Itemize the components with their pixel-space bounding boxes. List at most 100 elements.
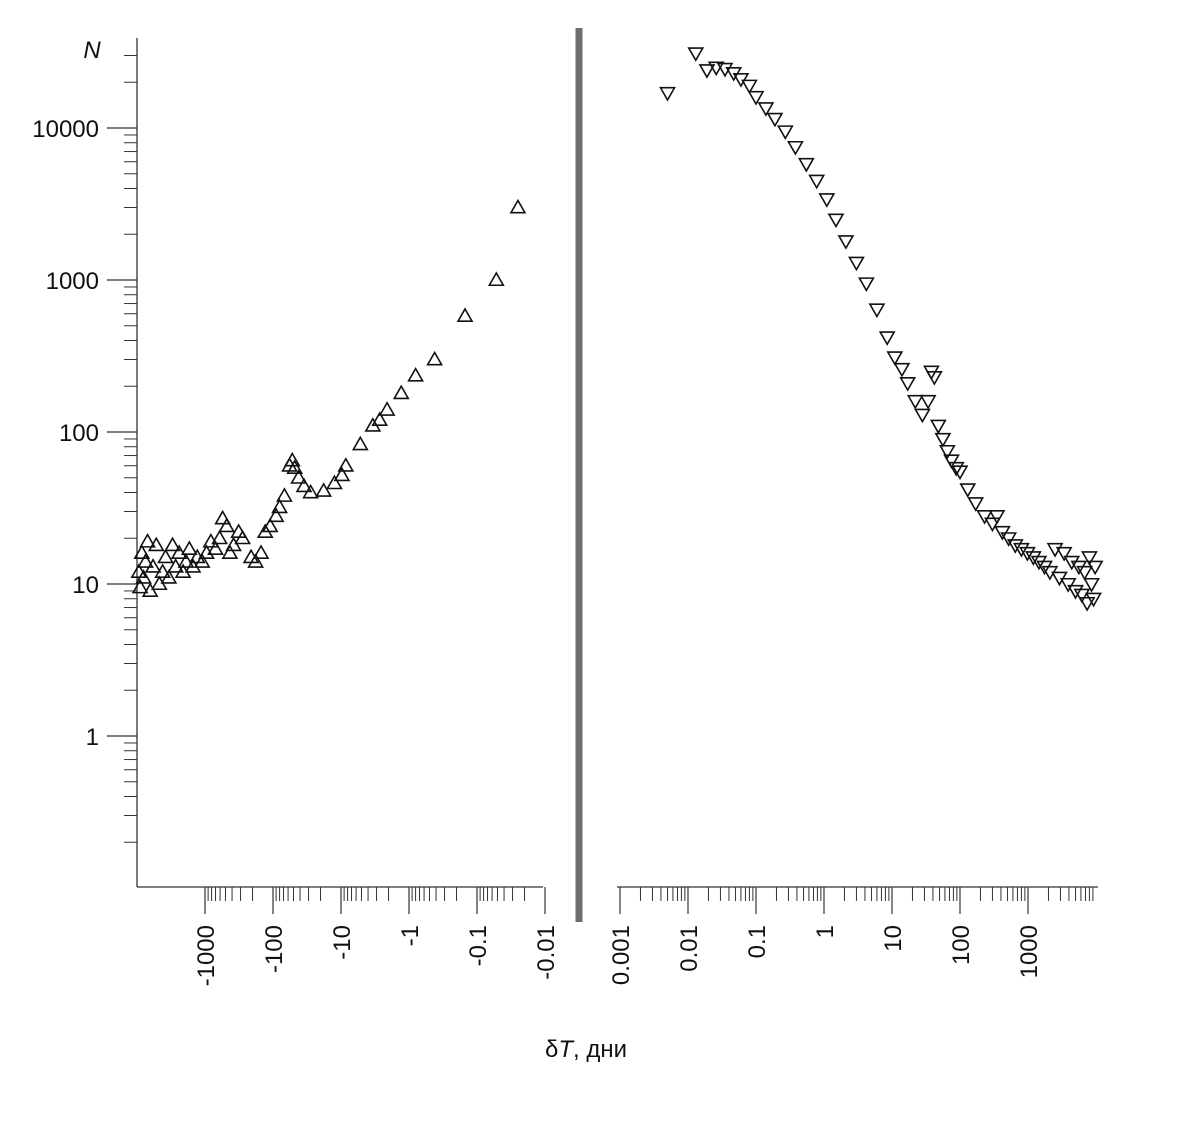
data-point-before: [188, 548, 206, 564]
data-point-after: [698, 64, 716, 79]
x-tick-label-left: -0.01: [533, 925, 560, 980]
data-point-after: [1081, 551, 1098, 566]
data-point-after: [1059, 577, 1077, 593]
data-point-before: [225, 536, 242, 552]
data-point-after: [787, 140, 804, 156]
data-point-after: [959, 483, 977, 498]
x-tick-label-right: 10: [880, 925, 907, 952]
data-point-before: [130, 563, 148, 579]
y-tick-label: 1: [86, 724, 99, 751]
y-tick-label: 100: [59, 420, 99, 447]
data-point-after: [687, 47, 705, 62]
data-point-before: [364, 417, 382, 432]
data-point-after: [906, 394, 924, 410]
data-point-before: [193, 553, 211, 568]
data-point-after: [707, 61, 725, 77]
data-point-after: [1085, 592, 1102, 608]
data-point-before: [180, 540, 198, 556]
data-point-before: [174, 563, 192, 579]
data-point-after: [886, 351, 904, 366]
x-axis-title-unit: , дни: [573, 1036, 627, 1063]
data-point-before: [295, 477, 313, 493]
data-point-before: [131, 578, 149, 594]
data-point-after: [797, 157, 815, 173]
data-point-after: [1055, 546, 1073, 562]
x-tick-label-left: -10: [329, 925, 356, 960]
data-point-after: [1067, 584, 1084, 600]
data-point-before: [198, 544, 215, 560]
data-point-before: [164, 536, 181, 552]
x-tick-label-left: -100: [261, 925, 288, 973]
y-axis-title: N: [83, 37, 101, 64]
data-point-after: [899, 376, 917, 392]
data-point-before: [252, 544, 270, 560]
data-point-after: [976, 509, 993, 525]
data-point-before: [221, 544, 239, 560]
data-point-before: [315, 482, 333, 497]
data-point-before: [247, 553, 265, 568]
data-point-before: [371, 411, 389, 427]
data-point-before: [407, 366, 424, 382]
data-point-after: [808, 174, 826, 190]
data-point-before: [378, 401, 396, 416]
data-point-before: [137, 553, 154, 568]
data-point-before: [271, 498, 288, 514]
x-tick-label-right: 100: [948, 925, 975, 965]
data-point-after: [914, 408, 931, 424]
data-point-before: [281, 457, 298, 472]
data-point-after: [1025, 551, 1042, 566]
data-point-after: [868, 303, 886, 319]
data-point-before: [509, 198, 527, 214]
data-point-after: [1086, 560, 1104, 576]
data-point-after: [943, 454, 960, 470]
data-point-after: [967, 497, 985, 512]
data-point-before: [261, 517, 279, 533]
data-point-before: [333, 466, 351, 482]
data-point-before: [214, 509, 232, 525]
data-point-after: [858, 277, 875, 292]
data-point-before: [242, 548, 260, 564]
x-axis-title-variable: T: [558, 1036, 575, 1063]
data-point-after: [1073, 588, 1091, 604]
data-marks: [130, 47, 1104, 612]
data-point-before: [133, 544, 151, 560]
data-point-before: [150, 575, 168, 591]
data-point-after: [1078, 596, 1096, 612]
data-point-after: [776, 125, 794, 140]
data-point-after: [1030, 555, 1048, 571]
data-point-before: [207, 540, 224, 556]
data-point-after: [1070, 560, 1088, 576]
data-point-after: [926, 370, 943, 386]
x-tick-label-right: 0.1: [744, 925, 771, 958]
y-tick-label: 10: [72, 572, 99, 599]
data-point-after: [659, 86, 676, 102]
data-point-before: [202, 533, 220, 548]
data-point-after: [919, 394, 937, 410]
data-point-after: [747, 90, 765, 106]
data-point-before: [290, 469, 307, 484]
data-point-before: [337, 457, 355, 472]
data-point-before: [230, 523, 248, 539]
data-point-after: [984, 517, 1001, 533]
data-point-before: [144, 558, 162, 573]
data-point-after: [1000, 532, 1018, 547]
data-point-after: [1083, 577, 1100, 593]
data-point-after: [1013, 542, 1030, 558]
data-point-after: [938, 444, 956, 460]
x-tick-label-left: -1: [397, 925, 424, 946]
x-tick-label-left: -1000: [193, 925, 220, 986]
data-point-before: [184, 558, 202, 573]
data-point-after: [934, 432, 952, 448]
data-point-after: [893, 362, 911, 378]
x-tick-label-left: -0.1: [465, 925, 492, 966]
x-tick-label-right: 0.01: [676, 925, 703, 972]
data-point-before: [326, 474, 343, 490]
data-point-before: [256, 523, 274, 539]
data-point-before: [392, 384, 410, 400]
data-point-after: [1063, 555, 1081, 571]
data-point-before: [267, 507, 285, 523]
data-point-before: [167, 558, 185, 573]
axes: 1 10 100 1000 10000 -1000 -100 -10 -1 -0.1 -0.01 0.…: [32, 28, 1098, 986]
data-point-before: [426, 350, 443, 366]
